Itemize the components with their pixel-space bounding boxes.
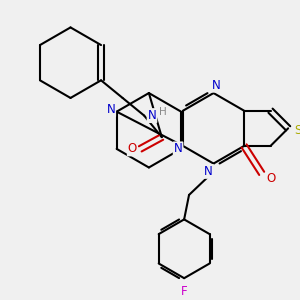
Text: N: N — [204, 165, 213, 178]
Text: N: N — [212, 79, 221, 92]
Text: O: O — [267, 172, 276, 185]
Text: S: S — [294, 124, 300, 137]
Text: O: O — [128, 142, 137, 155]
Text: N: N — [106, 103, 115, 116]
Text: N: N — [148, 109, 156, 122]
Text: N: N — [174, 142, 182, 155]
Text: F: F — [181, 285, 188, 298]
Text: H: H — [159, 107, 166, 117]
